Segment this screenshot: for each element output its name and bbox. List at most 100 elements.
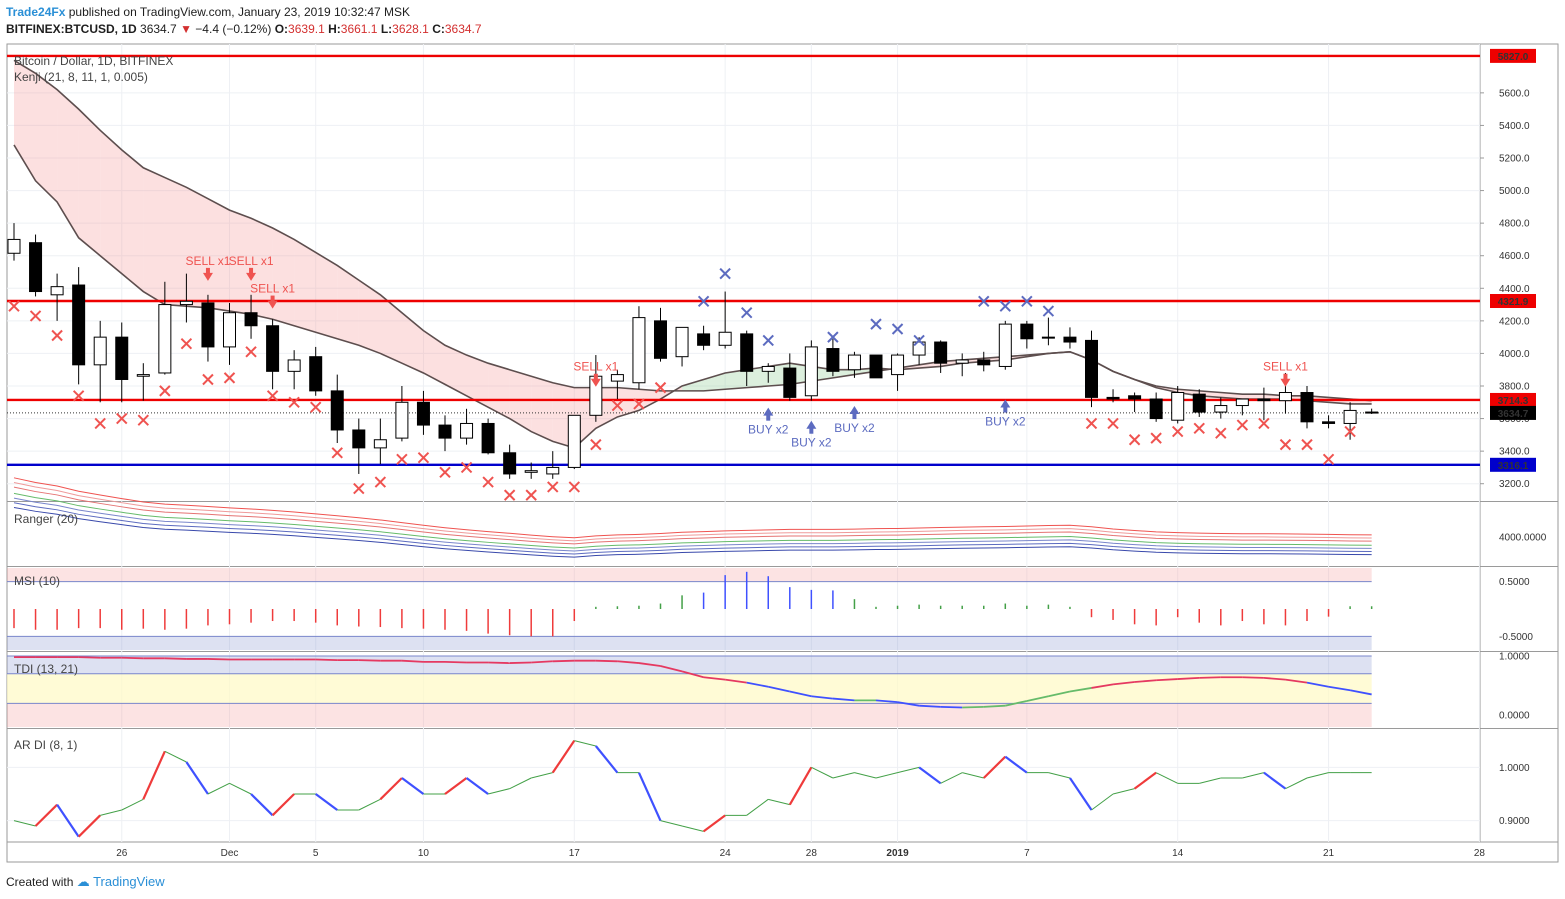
cloud-bearish-segment [57,89,79,238]
tdi-line-segment [897,701,920,707]
sell-cross-marker [1085,417,1098,430]
ardi-line-segment [1091,793,1114,811]
ardi-line-segment [897,766,920,774]
price-tick-label: 3800.0 [1499,382,1530,393]
candle-up [7,238,21,254]
cloud-bullish-segment [703,372,726,391]
cloud-bearish-segment [531,376,553,442]
candle-up [287,359,301,372]
tdi-line-segment [983,704,1006,708]
tdi-line-segment [78,656,101,659]
candle-up [1278,392,1292,402]
price-tick-label: 5000.0 [1499,186,1530,197]
close-value: 3634.7 [444,22,482,36]
msi-upper-zone [7,568,1372,582]
candle-down [266,325,280,372]
ardi-line-segment [1004,755,1028,774]
last-price-label: 3634.7 [1498,409,1529,420]
tdi-line-segment [1069,687,1092,693]
candle-up [567,414,581,468]
sell-cross-marker [1236,419,1249,431]
candle-up [804,346,818,397]
candle-down [1063,336,1077,343]
level-price-label: 3316.1 [1498,461,1529,472]
ardi-line-segment [594,745,619,774]
ardi-line-segment [358,798,381,811]
time-tick-label: 21 [1323,848,1335,859]
buy-arrow-icon [809,427,814,434]
ranger-band-line [13,497,1372,552]
tdi-line-segment [1349,689,1372,696]
sell-cross-marker [460,461,473,474]
cloud-bullish-segment [725,369,747,390]
ardi-line-segment [1199,777,1221,784]
symbol-name: BITFINEX:BTCUSD, 1D [6,22,137,36]
ardi-line-segment [940,772,963,784]
sell-arrow-icon [246,272,257,281]
ardi-line-segment [1306,772,1329,779]
level-price-tag [1490,48,1536,63]
candle-down [1192,393,1206,413]
tdi-line-segment [660,665,683,673]
low-label: L: [380,22,393,36]
sell-cross-marker [245,346,257,358]
ardi-line-segment [207,782,230,795]
ardi-line-segment [121,798,144,811]
ardi-line-segment [660,820,683,827]
buy-arrow-icon [806,420,817,429]
candle-down [72,284,86,366]
candle-up [179,300,193,306]
candle-down [654,320,667,359]
tdi-line-segment [1134,679,1157,683]
candle-down [1128,395,1142,400]
tdi-line-segment [962,705,984,709]
ardi-line-segment [788,766,813,806]
sell-cross-marker [482,476,494,488]
ardi-line-segment [1285,777,1308,790]
tdi-line-segment [164,657,187,660]
price-tick-label: 4800.0 [1499,219,1530,230]
ardi-line-segment [229,782,252,795]
sell-cross-marker [654,381,667,394]
sell-arrow-icon [1283,373,1288,380]
ardi-line-segment [702,814,726,833]
price-tick-label: 3400.0 [1499,447,1530,458]
time-tick-label: 5 [313,848,319,859]
ardi-line-segment [875,772,898,779]
sell-cross-marker [547,481,559,493]
sell-cross-marker [1150,432,1162,444]
candle-up [1171,392,1185,421]
sell-cross-marker [503,489,516,501]
msi-tick-label: -0.5000 [1499,632,1533,643]
buy-arrow-icon [763,407,774,416]
tdi-line-segment [1048,690,1071,698]
candle-down [1020,323,1034,340]
candle-down [740,333,754,372]
buy-cross-marker [870,318,882,330]
sell-signal-label: SELL x1 [229,254,274,268]
buy-cross-marker [1021,295,1033,308]
kenji-indicator-label: Kenji (21, 8, 11, 1, 0.005) [14,70,148,84]
sell-cross-marker [29,310,42,322]
ardi-line-segment [1242,772,1265,779]
ranger-tick-label: 4000.0000 [1499,532,1547,543]
ardi-line-segment [142,750,166,800]
candle-up [223,312,236,348]
sell-cross-marker [374,476,387,488]
open-value: 3639.1 [288,22,325,36]
author-link[interactable]: Trade24Fx [6,5,66,19]
time-tick-label: 26 [116,848,128,859]
cloud-bearish-segment [186,187,208,308]
sell-cross-marker [51,329,63,342]
sell-arrow-icon [590,378,601,387]
tdi-line-segment [595,659,618,663]
kenji-fast-line [13,144,1372,449]
sell-cross-marker [1107,417,1119,430]
sell-signal-label: SELL x1 [185,254,230,268]
tradingview-link[interactable]: TradingView [93,874,165,889]
ranger-band-line [13,492,1372,549]
sell-cross-marker [1344,425,1356,438]
tdi-line-segment [617,660,640,664]
sell-signal-label: SELL x1 [1263,360,1308,374]
